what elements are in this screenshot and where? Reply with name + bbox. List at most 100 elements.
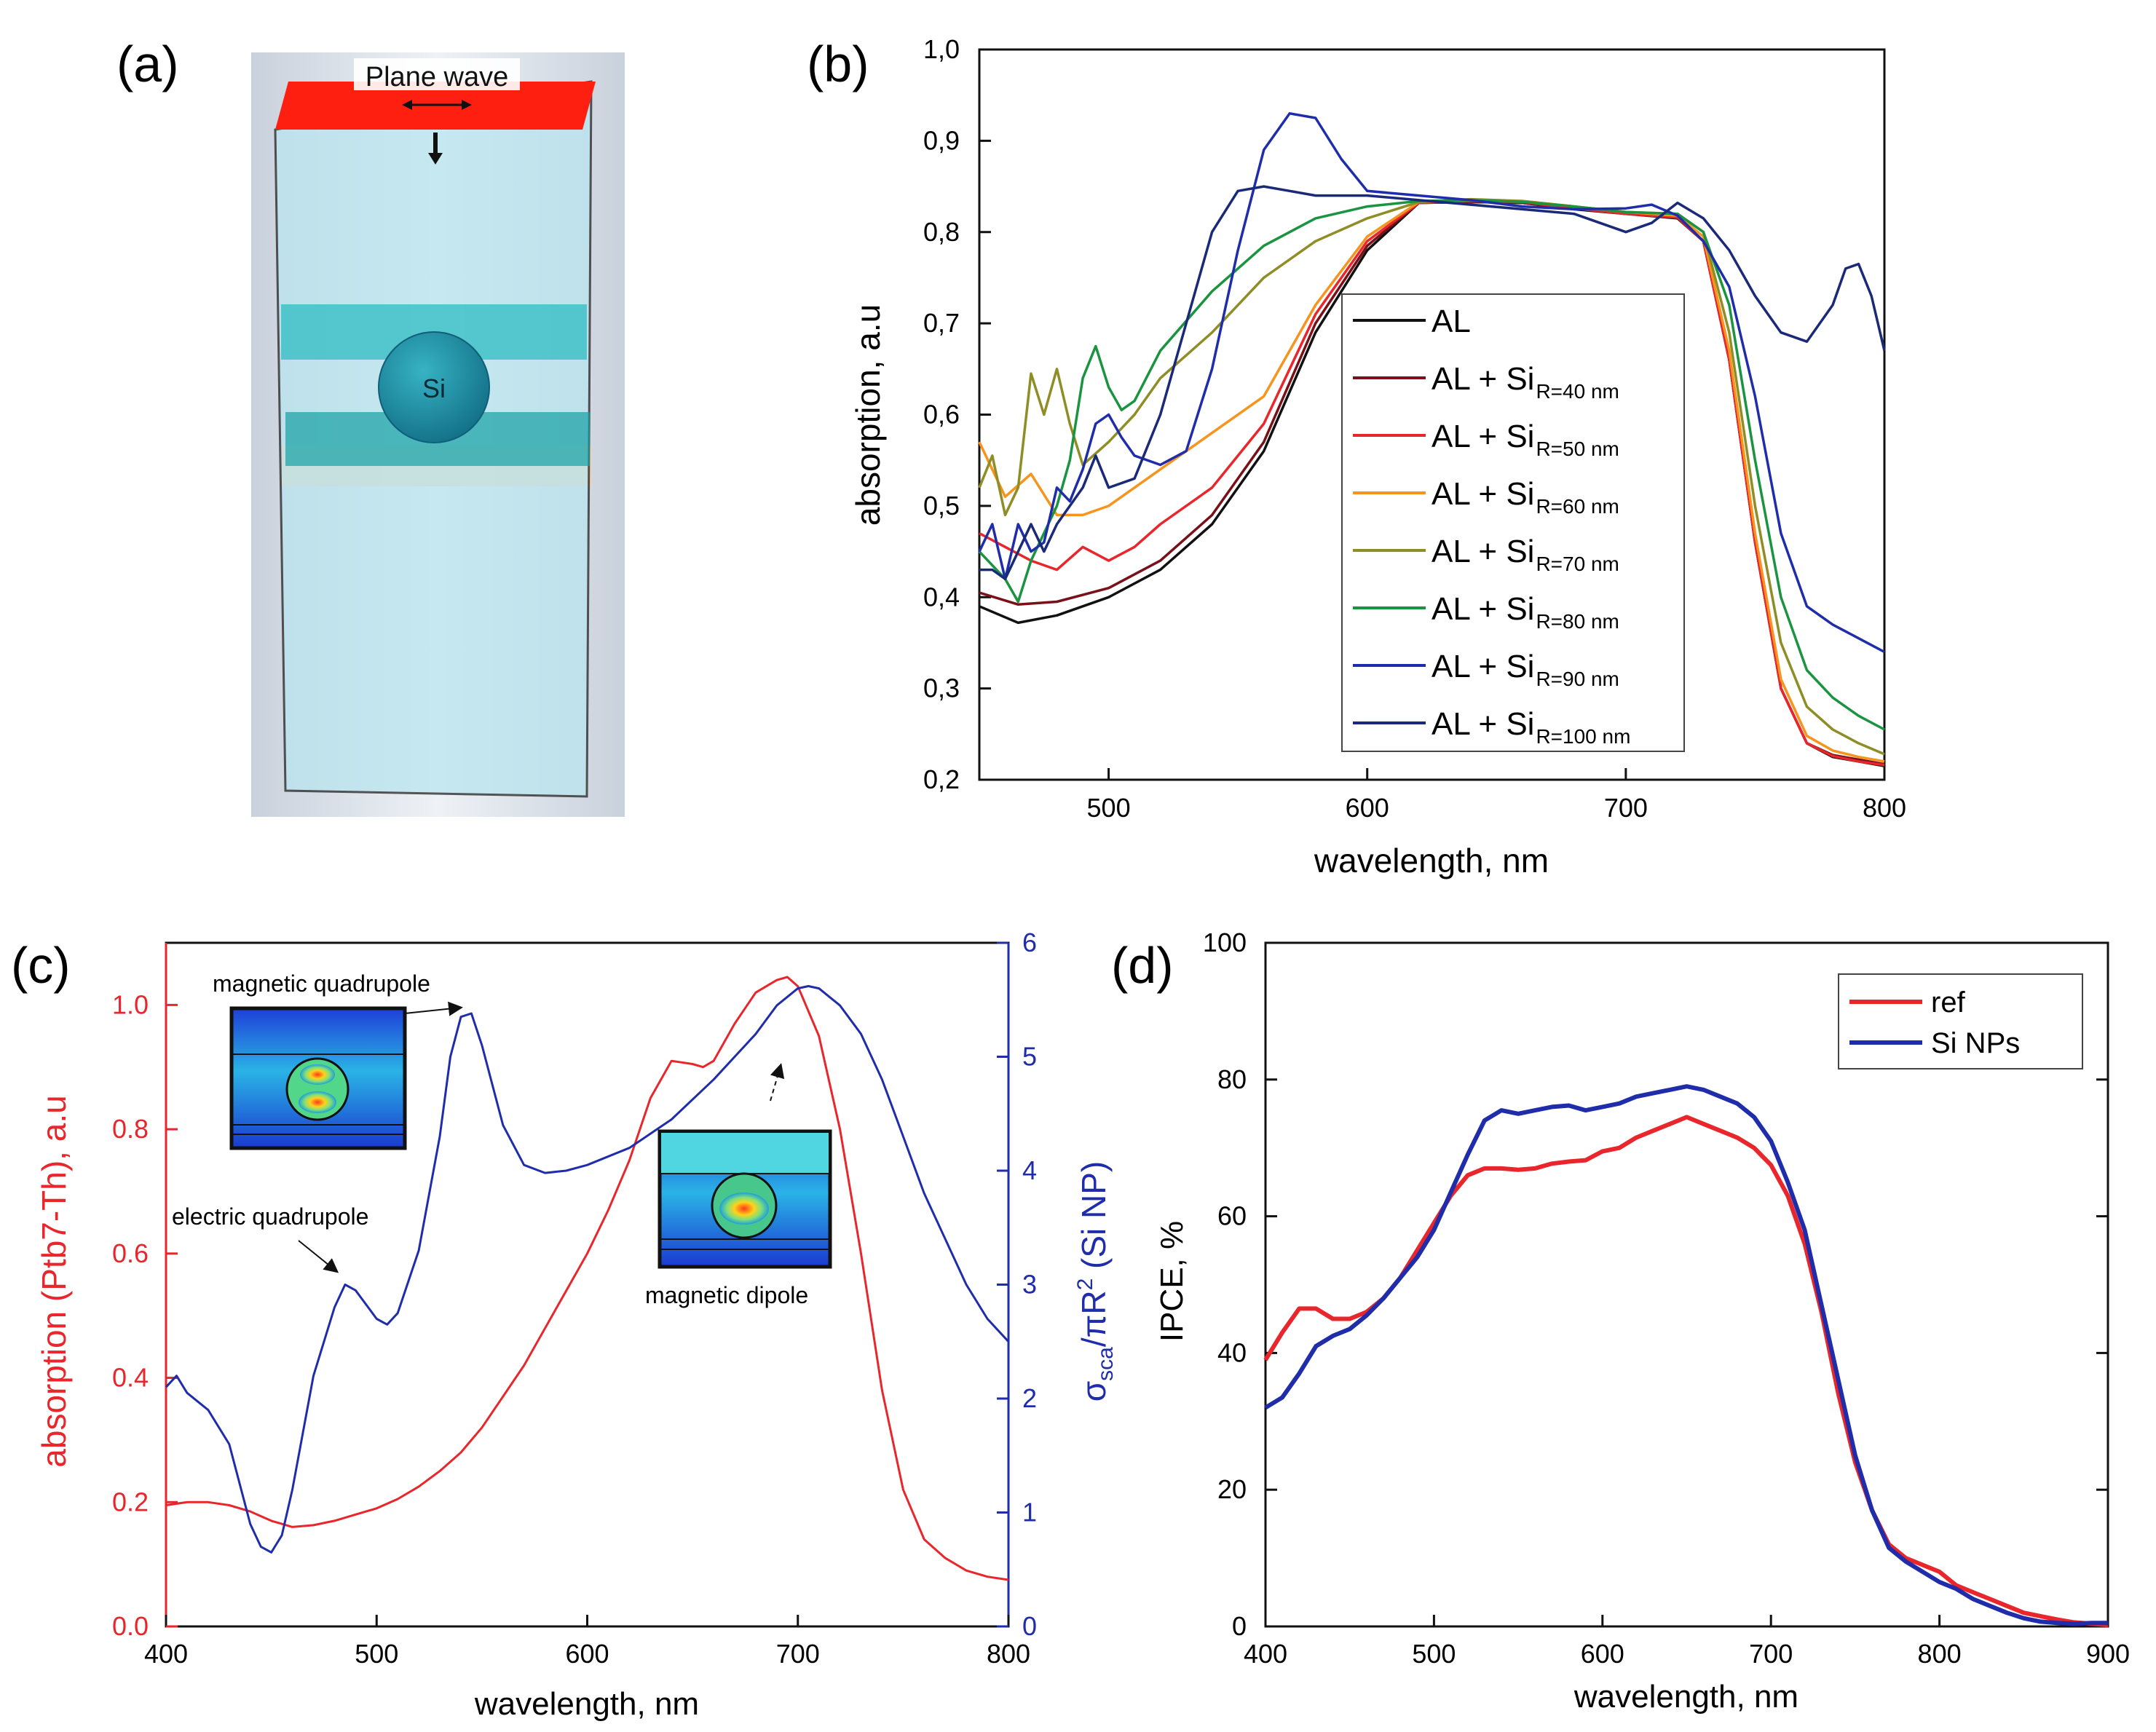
x-tick-label-c: 800 (987, 1639, 1030, 1669)
series-line-b (978, 199, 1885, 731)
y-tick-label-b: 0,6 (923, 400, 960, 430)
panel-label-b: (b) (807, 36, 869, 92)
right-label-sub: sca (1094, 1347, 1118, 1381)
x-tick-label-d: 700 (1749, 1639, 1793, 1669)
y-tick-label-left-c: 0.2 (112, 1487, 149, 1517)
y-tick-label-d: 80 (1217, 1064, 1247, 1094)
legend-label-base: AL + Si (1432, 476, 1534, 512)
x-axis-label-c: wavelength, nm (474, 1686, 699, 1722)
annotation-arrow-mq (404, 1001, 463, 1016)
y-tick-label-right-c: 3 (1022, 1270, 1037, 1300)
legend-label-b: AL + SiR=50 nm (1432, 419, 1619, 460)
series-line-d (1263, 1115, 2109, 1628)
series-line-d (1264, 1084, 2108, 1626)
panel-c-scattering-chart: (c) 400 500 600 700 800 0.0 0.2 0.4 0.6 0.8 1.0 0 1 2… (11, 928, 1118, 1722)
right-label-mid: /πR (1075, 1290, 1113, 1347)
x-tick-label-b: 800 (1863, 793, 1906, 823)
x-tick-label-d: 900 (2086, 1639, 2130, 1669)
si-particle-label: Si (422, 373, 446, 403)
plane-wave-label-bg (354, 58, 520, 90)
x-tick-label-d: 500 (1412, 1639, 1456, 1669)
panel-b-absorption-chart: (b) 500 600 700 800 0,2 0,3 0,4 0,5 0,6 0,7 0,8 0,9… (807, 34, 1906, 879)
y-tick-label-right-c: 4 (1022, 1155, 1037, 1185)
y-tick-label-right-c: 2 (1022, 1383, 1037, 1413)
plane-wave-label: Plane wave (366, 62, 508, 92)
y-tick-label-left-c: 0.8 (112, 1114, 149, 1144)
x-tick-label-c: 700 (776, 1639, 820, 1669)
y-tick-label-b: 0,8 (923, 217, 960, 247)
y-tick-label-right-c: 0 (1022, 1611, 1037, 1641)
y-tick-label-b: 0,4 (923, 582, 960, 612)
legend-label-d: Si NPs (1931, 1027, 2020, 1059)
y-tick-label-d: 40 (1217, 1337, 1247, 1367)
polarization-arrowhead-left-icon (402, 100, 412, 110)
series-line-c (165, 976, 1009, 1581)
y-tick-label-right-c: 5 (1022, 1042, 1037, 1072)
x-tick-label-d: 800 (1918, 1639, 1962, 1669)
series-lines-d (1263, 1084, 2109, 1628)
y-tick-label-right-c: 6 (1022, 928, 1037, 957)
right-axis-label-c: σsca/πR2 (Si NP) (1073, 1161, 1118, 1402)
legend-label-sub: R=40 nm (1536, 380, 1619, 403)
field-map-magnetic-dipole (658, 1129, 832, 1269)
legend-label-base: AL + Si (1432, 591, 1534, 627)
y-tick-label-left-c: 0.0 (112, 1611, 149, 1641)
series-line-c (165, 985, 1010, 1554)
series-lines-c (165, 976, 1010, 1581)
legend-label-sub: R=70 nm (1536, 553, 1619, 575)
plot-frame-d (1264, 941, 2109, 1628)
x-tick-label-c: 400 (144, 1639, 188, 1669)
y-tick-label-d: 60 (1217, 1201, 1247, 1231)
annotation-magnetic-quadrupole: magnetic quadrupole (213, 970, 430, 997)
panel-a-schematic: (a) Si Plane wave (117, 36, 625, 817)
x-tick-label-b: 500 (1087, 793, 1131, 823)
field-map-magnetic-quadrupole (229, 1006, 407, 1150)
y-tick-label-b: 0,2 (923, 764, 960, 794)
legend-label-base: AL (1432, 304, 1471, 339)
y-tick-label-d: 100 (1203, 928, 1247, 957)
axis-ticks-c: 400 500 600 700 800 0.0 0.2 0.4 0.6 0.8 1.0 0 1 2 3 4 5 6 (112, 928, 1037, 1669)
legend-label-b: AL (1432, 304, 1471, 339)
y-tick-label-b: 0,9 (923, 125, 960, 155)
legend-d: ref Si NPs (1838, 973, 2083, 1069)
legend-label-sub: R=80 nm (1536, 610, 1619, 633)
y-tick-label-d: 20 (1217, 1474, 1247, 1504)
legend-label-base: AL + Si (1432, 361, 1534, 397)
y-tick-label-left-c: 1.0 (112, 989, 149, 1019)
x-tick-label-d: 600 (1581, 1639, 1624, 1669)
y-axis-label-d: IPCE, % (1154, 1221, 1190, 1342)
series-line-b (979, 185, 1886, 580)
legend-label-sub: R=50 nm (1536, 438, 1619, 460)
x-axis-label-d: wavelength, nm (1573, 1679, 1798, 1715)
annotation-arrow-md (770, 1063, 785, 1102)
y-tick-label-b: 0,7 (923, 308, 960, 338)
y-axis-label-b: absorption, a.u (849, 304, 887, 526)
si-nanoparticle (378, 331, 490, 443)
y-tick-label-d: 0 (1232, 1611, 1247, 1641)
x-tick-label-c: 600 (565, 1639, 609, 1669)
panel-label-c: (c) (11, 937, 71, 994)
y-tick-label-b: 1,0 (923, 34, 960, 64)
panel-label-a: (a) (117, 36, 179, 92)
legend-label-b: AL + SiR=90 nm (1432, 649, 1619, 690)
annotation-electric-quadrupole: electric quadrupole (172, 1203, 368, 1230)
legend-label-b: AL + SiR=40 nm (1432, 361, 1619, 403)
series-lines-b (978, 112, 1886, 767)
legend-label-base: AL + Si (1432, 534, 1534, 569)
panel-d-ipce-chart: (d) 400 500 600 700 800 900 0 20 40 60 80 100 wavel… (1111, 928, 2130, 1715)
legend-label-sub: R=90 nm (1536, 668, 1619, 690)
legend-label-sub: R=60 nm (1536, 495, 1619, 518)
x-axis-label-b: wavelength, nm (1314, 842, 1549, 879)
annotation-arrow-eq (298, 1240, 339, 1273)
series-line-b (978, 197, 1885, 756)
legend-label-b: AL + SiR=70 nm (1432, 534, 1619, 575)
legend-label-b: AL + SiR=100 nm (1432, 706, 1630, 748)
x-tick-label-c: 500 (355, 1639, 398, 1669)
legend-label-base: AL + Si (1432, 419, 1534, 454)
y-tick-label-b: 0,3 (923, 673, 960, 703)
x-tick-label-b: 600 (1346, 793, 1389, 823)
axis-ticks-d: 400 500 600 700 800 900 0 20 40 60 80 100 (1203, 928, 2130, 1669)
legend-box-d (1838, 973, 2083, 1069)
